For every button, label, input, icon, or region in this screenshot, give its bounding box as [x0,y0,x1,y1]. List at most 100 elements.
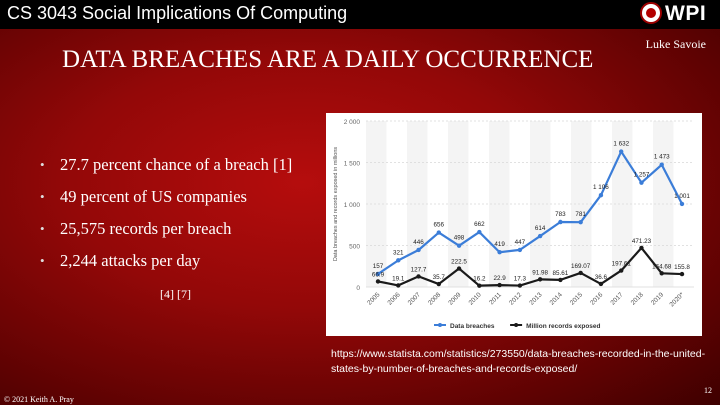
chart-grid [366,120,694,288]
data-label: 222.5 [451,259,467,266]
data-point [436,281,441,287]
chart-series [375,149,685,288]
y-tick-label: 0 [356,285,360,292]
data-point [537,277,543,282]
seal-icon [640,2,662,24]
data-point [619,149,624,154]
data-point [497,282,502,288]
x-tick-label: 2020* [668,291,685,308]
x-tick-label: 2009 [447,291,462,306]
x-tick-label: 2011 [488,291,503,306]
data-point [477,283,482,288]
data-point [659,162,664,167]
data-point [639,180,644,185]
x-tick-label: 2014 [549,291,564,306]
chart-panel: 157 321 446 656 498 662 419 447 614 783 781 1 106 1 … [326,113,702,336]
breach-chart: 157 321 446 656 498 662 419 447 614 783 781 1 106 1 … [333,119,694,330]
data-point [375,271,381,277]
data-label: 19.1 [392,275,405,282]
data-label: 1 106 [593,184,609,191]
legend-marker [514,323,519,327]
bullet-item: 49 percent of US companies [40,186,315,207]
data-point [477,229,482,235]
x-tick-label: 2008 [427,291,442,306]
data-label: 22.9 [493,275,506,282]
data-point [436,230,441,235]
data-label: 35.7 [433,274,446,281]
data-point [456,243,462,248]
y-axis-label: Data breaches and records exposed in mil… [333,147,339,262]
chart-data-labels: 157 321 446 656 498 662 419 447 614 783 781 1 106 1 … [372,141,691,283]
x-tick-label: 2005 [366,291,381,306]
data-point [396,283,401,288]
data-label: 127.7 [411,266,427,273]
logo-text: WPI [665,2,707,25]
bullet-item: 25,575 records per breach [40,218,315,239]
legend-entry: Data breaches [450,323,495,330]
x-tick-label: 2016 [589,291,604,306]
data-point [416,247,421,253]
data-point [396,258,401,263]
x-tick-label: 2019 [650,291,665,306]
y-tick-label: 1 500 [344,161,361,168]
series-line [377,150,683,275]
data-label: 783 [555,211,566,218]
data-point [558,219,563,225]
bullet-item: 2,244 attacks per day [40,250,315,271]
series-line [377,246,683,287]
x-tick-label: 2012 [508,291,523,306]
chart-legend: Data breaches Million records exposed [434,323,601,330]
data-point [578,270,583,276]
data-label: 66.9 [372,271,385,278]
x-tick-label: 2017 [609,291,624,306]
data-label: 614 [535,225,546,232]
data-label: 197.61 [612,261,632,268]
data-point [375,279,381,284]
y-tick-label: 1 000 [344,202,361,209]
course-title: CS 3043 Social Implications Of Computing [7,3,348,23]
header-bar: CS 3043 Social Implications Of Computing… [0,0,720,29]
data-point [517,283,523,288]
bullet-item: 27.7 percent chance of a breach [1] [40,154,315,175]
data-label: 17.3 [514,276,527,283]
data-label: 656 [434,222,445,229]
data-label: 446 [413,239,424,246]
legend-marker [438,323,442,327]
data-point [659,271,664,276]
copyright-text: © 2021 Keith A. Pray [4,395,74,404]
x-tick-label: 2006 [387,291,402,306]
data-label: 447 [515,239,526,246]
x-tick-label: 2010 [468,291,483,306]
data-label: 169.07 [571,263,591,270]
data-point [537,233,543,239]
source-url[interactable]: https://www.statista.com/statistics/2735… [331,348,706,375]
page-number: 12 [704,386,712,395]
data-point [679,271,685,277]
slide-title: DATA BREACHES ARE A DAILY OCCURRENCE [62,46,594,73]
data-point [619,268,624,273]
data-point [558,277,563,283]
y-tick-label: 2 000 [344,119,361,126]
data-label: 91.98 [532,269,548,276]
wpi-logo: WPI [640,2,718,27]
data-label: 1 001 [674,193,690,200]
data-label: 1 473 [654,154,670,161]
data-point [497,250,502,255]
data-label: 781 [575,211,586,218]
data-label: 36.6 [595,274,608,281]
data-point [456,266,462,271]
data-label: 16.2 [473,276,486,283]
data-point [679,201,685,207]
data-label: 164.68 [652,263,672,270]
y-tick-label: 500 [349,244,360,251]
author-name: Luke Savoie [645,37,706,51]
data-label: 85.61 [553,270,569,277]
data-point [598,281,604,287]
data-label: 662 [474,221,485,228]
x-tick-label: 2018 [630,291,645,306]
data-label: 419 [494,241,505,248]
legend-entry: Million records exposed [526,323,600,330]
x-tick-label: 2007 [407,291,422,306]
data-point [416,274,421,279]
